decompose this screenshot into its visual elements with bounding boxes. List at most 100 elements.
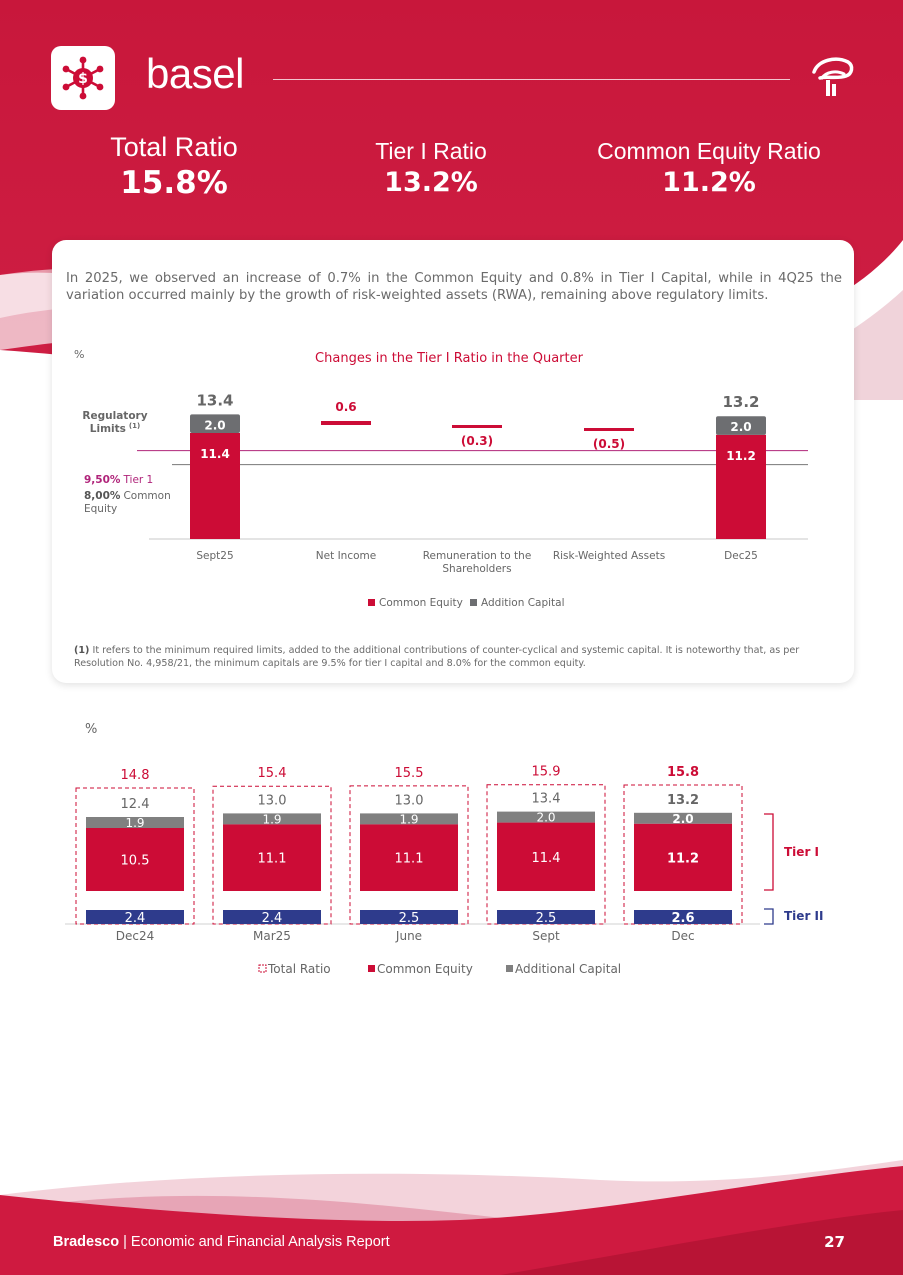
tier1-changes-chart: % Changes in the Tier I Ratio in the Qua… (74, 348, 808, 609)
bar-tier2 (497, 910, 595, 924)
bar-addition-capital (716, 416, 766, 435)
bar-common-equity (634, 823, 732, 891)
intro-paragraph: In 2025, we observed an increase of 0.7%… (66, 271, 842, 303)
unit-label: % (85, 722, 97, 737)
data-label: 11.4 (532, 851, 561, 866)
regulatory-limits-label: Regulatory (82, 410, 147, 422)
regulatory-limits-label-line2: Limits (1) (90, 422, 140, 435)
data-label: 1.9 (125, 816, 144, 830)
total-ratio-label: 15.5 (395, 766, 424, 781)
total-ratio-box (212, 785, 332, 925)
data-label: 2.0 (204, 418, 225, 432)
kpi-tier1-ratio: Tier I Ratio 13.2% (360, 138, 502, 198)
ce-limit-label-line2: Equity (84, 503, 117, 515)
footer-brand: Bradesco (53, 1234, 120, 1250)
tier1-bracket (764, 813, 774, 891)
kpi-common-equity-ratio: Common Equity Ratio 11.2% (596, 138, 822, 198)
x-tick-label: Dec25 (724, 550, 758, 562)
tier1-total-label: 12.4 (121, 797, 150, 812)
bar-common-equity (223, 824, 321, 891)
bar-common-equity (86, 828, 184, 891)
bradesco-logo-icon (812, 57, 854, 96)
total-ratio-label: 15.4 (258, 766, 287, 781)
tier2-bracket-label: Tier II (784, 909, 823, 923)
footnote-text: It refers to the minimum required limits… (74, 645, 800, 669)
data-label: (0.5) (593, 437, 625, 451)
x-tick-label: Risk-Weighted Assets (553, 550, 665, 562)
data-label: 11.4 (200, 447, 230, 461)
bar-tier2 (634, 910, 732, 924)
bar-additional-capital (360, 813, 458, 825)
data-label: 2.5 (536, 911, 557, 926)
data-label: 2.0 (730, 420, 751, 434)
data-label: 1.9 (262, 812, 281, 826)
legend-swatch (258, 964, 267, 973)
kpi-value: 13.2% (384, 167, 478, 198)
chart-title: Changes in the Tier I Ratio in the Quart… (315, 351, 584, 366)
bar-addition-capital (190, 414, 240, 433)
chart-legend: Total Ratio Common Equity Additional Capit… (258, 962, 621, 976)
x-tick-label: Remuneration to the (423, 550, 532, 562)
capital-composition-chart: % 14.8 12.4 1.9 10.5 2.4 Dec24 15.4 13.0 1.9 11.1… (65, 722, 823, 976)
data-label: 2.0 (536, 811, 555, 825)
tier1-changes-card: In 2025, we observed an increase of 0.7%… (52, 240, 854, 683)
ce-limit-label: 8,00% Common (84, 490, 171, 502)
x-tick-label: Dec (671, 929, 694, 943)
data-label: 11.1 (395, 852, 424, 867)
tier1-total-label: 13.4 (532, 792, 561, 807)
bar-tier2 (223, 910, 321, 924)
x-tick-label: Sept (532, 929, 560, 943)
bar-tier2 (360, 910, 458, 924)
page-title: basel (146, 50, 244, 97)
legend-label: Addition Capital (481, 597, 565, 609)
total-label: 13.2 (722, 393, 759, 411)
data-label: 2.6 (671, 911, 694, 926)
x-tick-label: Mar25 (253, 929, 291, 943)
total-ratio-label: 14.8 (121, 768, 150, 783)
data-label: 2.4 (262, 911, 283, 926)
chart-legend: Common Equity Addition Capital (368, 597, 565, 609)
legend-label: Common Equity (379, 597, 463, 609)
kpi-value: 15.8% (120, 165, 228, 201)
data-label: 11.2 (726, 449, 756, 463)
bar-additional-capital (86, 817, 184, 828)
tier1-bracket-label: Tier I (784, 845, 819, 859)
bar-additional-capital (497, 811, 595, 823)
bar-common-equity (716, 434, 766, 539)
legend-swatch (470, 599, 477, 606)
x-tick-label: Sept25 (196, 550, 233, 562)
footer-report-title: Bradesco | Economic and Financial Analys… (53, 1234, 390, 1250)
tier1-limit-label: 9,50% Tier 1 (84, 474, 153, 486)
x-tick-label: Net Income (316, 550, 376, 562)
total-ratio-label: 15.9 (532, 765, 561, 780)
bar-additional-capital (634, 812, 732, 824)
footer-background (0, 1160, 903, 1275)
bar-tier2 (86, 910, 184, 924)
kpi-total-ratio: Total Ratio 15.8% (92, 132, 256, 201)
footnote-marker: (1) (74, 645, 90, 656)
tier1-total-label: 13.0 (258, 793, 287, 808)
bar-change (321, 421, 371, 425)
data-label: 11.2 (667, 851, 699, 866)
legend-swatch (368, 599, 375, 606)
data-label: 2.5 (399, 911, 420, 926)
kpi-label: Tier I Ratio (375, 138, 487, 164)
total-ratio-label: 15.8 (667, 765, 699, 780)
bar-additional-capital (223, 813, 321, 825)
data-label: 10.5 (121, 854, 150, 869)
x-tick-label: Shareholders (442, 563, 511, 575)
legend-label: Total Ratio (267, 962, 331, 976)
tier2-bracket (764, 908, 774, 925)
bar-change (584, 428, 634, 431)
data-label: 1.9 (399, 812, 418, 826)
svg-text:$: $ (78, 71, 88, 87)
bar-change (452, 425, 502, 428)
kpi-value: 11.2% (662, 167, 756, 198)
tier1-total-label: 13.0 (395, 793, 424, 808)
title-divider (273, 79, 790, 80)
basel-logo: $ (51, 46, 115, 110)
unit-label: % (74, 348, 84, 361)
data-label: 2.0 (672, 812, 693, 826)
x-tick-label: Dec24 (116, 929, 155, 943)
data-label: 11.1 (258, 852, 287, 867)
